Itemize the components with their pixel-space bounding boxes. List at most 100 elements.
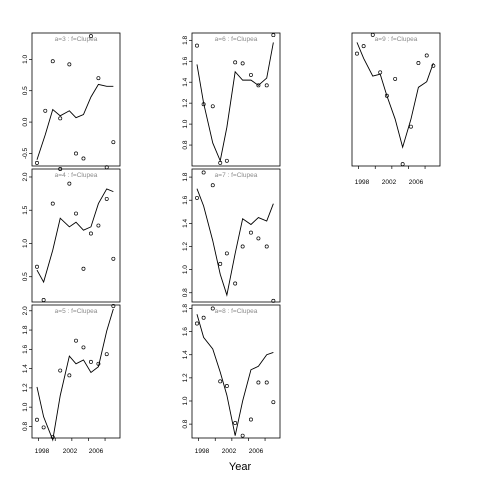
panel-container: a=3 : f=Clupea -0.5 0.0 0.5 1.0 a=4 : f=Clupe… — [22, 32, 441, 442]
observed-point — [58, 167, 63, 171]
y-tick-label: 1.0 — [22, 54, 29, 63]
y-tick-label: 1.8 — [182, 172, 189, 181]
observed-point — [58, 116, 63, 121]
panel-title: a=6 : f=Clupea — [215, 36, 258, 43]
observed-point — [416, 61, 421, 65]
observed-point — [41, 298, 46, 302]
fitted-series-line — [196, 42, 274, 163]
x-tick-label: 2006 — [89, 448, 104, 455]
y-tick-label: 0.5 — [22, 272, 29, 281]
x-axis-title: Year — [229, 461, 252, 473]
fitted-series-line — [36, 308, 114, 442]
observed-point — [271, 400, 276, 405]
y-tick-label: 1.0 — [182, 396, 189, 405]
y-tick-label: 2.0 — [22, 172, 29, 181]
panel-title: a=4 : f=Clupea — [55, 172, 98, 179]
observed-point — [224, 251, 229, 256]
observed-point — [218, 379, 223, 384]
observed-point — [248, 230, 253, 235]
y-tick-label: 0.0 — [22, 117, 29, 126]
observed-point — [81, 266, 86, 271]
observed-point — [195, 43, 199, 48]
panel: a=9 : f=Clupea — [351, 32, 441, 169]
observed-point — [104, 352, 109, 357]
observed-point — [224, 384, 229, 388]
observed-point — [233, 60, 238, 65]
fitted-series-line — [196, 314, 274, 436]
observed-point — [50, 59, 55, 64]
y-tick-label: 1.4 — [182, 218, 189, 227]
fitted-series-line — [36, 188, 114, 284]
fitted-series-line — [356, 42, 434, 149]
observed-point — [50, 435, 55, 439]
panel-title: a=3 : f=Clupea — [55, 36, 98, 43]
observed-point — [41, 425, 46, 430]
observed-point — [210, 183, 215, 188]
panel-title: a=7 : f=Clupea — [215, 172, 258, 179]
x-tick-label: 2002 — [382, 179, 397, 186]
x-tick-label: 2006 — [249, 448, 264, 455]
observed-point — [88, 231, 93, 236]
observed-point — [424, 53, 429, 58]
x-tick-label: 1998 — [355, 179, 370, 186]
observed-point — [58, 368, 63, 373]
observed-point — [233, 281, 238, 286]
fitted-series-line — [36, 83, 114, 160]
observed-point — [240, 433, 245, 438]
observed-point — [50, 201, 55, 206]
observed-point — [408, 124, 413, 129]
observed-point — [67, 373, 72, 378]
observed-point — [74, 211, 78, 216]
y-tick-label: 0.8 — [182, 419, 189, 428]
observed-point — [96, 223, 101, 228]
x-tick-labels-col1: 1998 2002 2006 — [35, 448, 104, 455]
y-tick-label: 1.2 — [182, 242, 189, 251]
observed-point — [111, 304, 116, 308]
observed-point — [248, 417, 253, 422]
observed-point — [43, 108, 48, 113]
y-tick-label: 0.8 — [182, 288, 189, 297]
y-tick-label: 1.8 — [182, 304, 189, 313]
observed-point — [264, 380, 269, 385]
observed-point — [96, 361, 101, 366]
y-tick-label: 1.0 — [22, 239, 29, 248]
y-tick-label: 1.8 — [22, 325, 29, 334]
panel: a=8 : f=Clupea 0.8 1.0 1.2 1.4 1.6 1.8 — [182, 304, 281, 441]
fitted-series-line — [196, 188, 274, 297]
observed-point — [201, 170, 206, 175]
observed-point — [384, 93, 389, 98]
observed-point — [104, 196, 109, 201]
y-tick-label: 1.5 — [22, 205, 29, 214]
y-tick-label: 0.5 — [22, 86, 29, 95]
y-tick-label: 0.8 — [22, 422, 29, 431]
y-tick-label: 1.2 — [182, 98, 189, 107]
observed-point — [111, 256, 116, 261]
y-tick-label: 1.6 — [182, 195, 189, 204]
x-tick-label: 1998 — [195, 448, 210, 455]
observed-point — [35, 160, 39, 165]
observed-point — [201, 102, 206, 107]
observed-point — [96, 76, 101, 81]
y-tick-label: 1.2 — [182, 373, 189, 382]
y-tick-label: 0.8 — [182, 140, 189, 149]
observed-point — [218, 160, 223, 165]
observed-point — [431, 63, 436, 68]
observed-point — [370, 32, 375, 37]
observed-point — [256, 380, 261, 385]
panel: a=3 : f=Clupea -0.5 0.0 0.5 1.0 — [22, 32, 121, 170]
y-tick-label: 1.4 — [182, 77, 189, 86]
observed-point — [271, 298, 276, 303]
observed-point — [224, 158, 229, 163]
observed-point — [218, 261, 223, 266]
panel-frame — [191, 32, 281, 167]
x-tick-label: 2002 — [222, 448, 237, 455]
y-tick-label: 1.4 — [22, 364, 29, 373]
observed-point — [378, 70, 383, 75]
panel-title: a=8 : f=Clupea — [215, 308, 258, 315]
observed-point — [35, 417, 39, 422]
y-tick-label: -0.5 — [22, 147, 29, 159]
y-tick-label: 1.6 — [22, 344, 29, 353]
observed-point — [240, 244, 245, 249]
panel-frame — [191, 304, 281, 439]
